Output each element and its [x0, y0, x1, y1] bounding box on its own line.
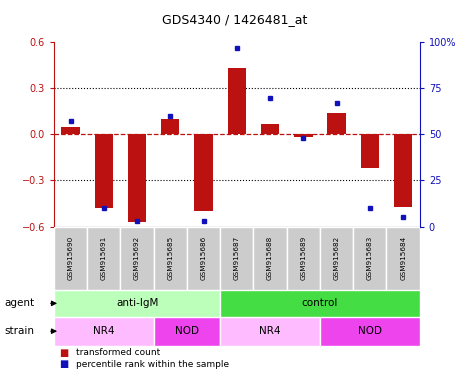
Bar: [95, 134, 113, 208]
Bar: [220, 227, 253, 290]
Text: GSM915685: GSM915685: [167, 236, 174, 280]
Text: GSM915692: GSM915692: [134, 236, 140, 280]
Bar: [161, 119, 180, 134]
Text: anti-IgM: anti-IgM: [116, 298, 158, 308]
Text: transformed count: transformed count: [76, 348, 161, 358]
Bar: [386, 227, 420, 290]
Bar: [54, 317, 154, 346]
Bar: [195, 134, 213, 211]
Bar: [287, 227, 320, 290]
Bar: [220, 290, 420, 317]
Text: GSM915683: GSM915683: [367, 236, 373, 280]
Text: control: control: [302, 298, 338, 308]
Text: ■: ■: [59, 359, 68, 369]
Bar: [54, 290, 220, 317]
Text: GSM915691: GSM915691: [101, 236, 107, 280]
Bar: [121, 227, 154, 290]
Bar: [87, 227, 121, 290]
Bar: [353, 227, 386, 290]
Bar: [361, 134, 379, 168]
Bar: [227, 68, 246, 134]
Text: GSM915688: GSM915688: [267, 236, 273, 280]
Bar: [394, 134, 412, 207]
Bar: [320, 317, 420, 346]
Text: NR4: NR4: [259, 326, 281, 336]
Bar: [253, 227, 287, 290]
Text: GSM915689: GSM915689: [300, 236, 306, 280]
Text: GSM915682: GSM915682: [333, 236, 340, 280]
Text: GDS4340 / 1426481_at: GDS4340 / 1426481_at: [162, 13, 307, 26]
Text: NR4: NR4: [93, 326, 114, 336]
Bar: [220, 317, 320, 346]
Bar: [154, 317, 220, 346]
Text: strain: strain: [5, 326, 35, 336]
Bar: [320, 227, 353, 290]
Bar: [61, 127, 80, 134]
Bar: [261, 124, 279, 134]
Bar: [294, 134, 312, 137]
Bar: [154, 227, 187, 290]
Text: NOD: NOD: [358, 326, 382, 336]
Text: ■: ■: [59, 348, 68, 358]
Text: GSM915684: GSM915684: [400, 236, 406, 280]
Bar: [128, 134, 146, 222]
Bar: [54, 227, 87, 290]
Text: agent: agent: [5, 298, 35, 308]
Bar: [187, 227, 220, 290]
Bar: [327, 113, 346, 134]
Text: percentile rank within the sample: percentile rank within the sample: [76, 360, 229, 369]
Text: GSM915686: GSM915686: [201, 236, 206, 280]
Text: NOD: NOD: [175, 326, 199, 336]
Text: GSM915687: GSM915687: [234, 236, 240, 280]
Text: GSM915690: GSM915690: [68, 236, 74, 280]
